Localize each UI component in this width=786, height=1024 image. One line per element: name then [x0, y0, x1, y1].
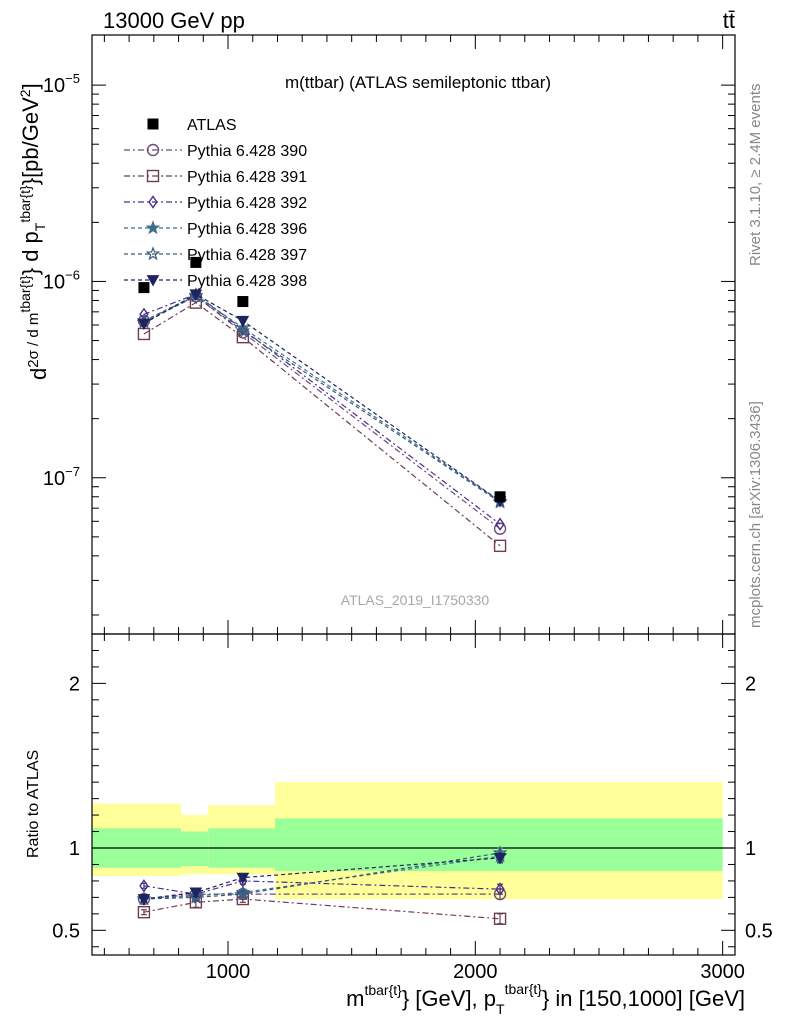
ratio-series-line [143, 893, 501, 900]
ratio-y-tick-label-right: 0.5 [745, 920, 773, 942]
legend-label: Pythia 6.428 392 [187, 195, 307, 212]
legend-label: Pythia 6.428 398 [187, 273, 307, 290]
y-label-unit: }[pb/GeV [18, 97, 43, 185]
x-label-tail: } in [150,1000] [GeV] [542, 986, 745, 1011]
rivet-label: Rivet 3.1.10, ≥ 2.4M events [747, 84, 764, 267]
y-tick-exp: −6 [65, 267, 80, 282]
legend-label: Pythia 6.428 397 [187, 247, 307, 264]
y-tick-label: 10−7 [43, 464, 80, 490]
main-series-group [136, 256, 508, 553]
legend-marker [145, 220, 161, 235]
ratio-series-line [143, 898, 501, 920]
y-axis-label-ratio: Ratio to ATLAS [25, 750, 42, 858]
x-label-mid: } [GeV], p [402, 986, 496, 1011]
main-series-point [493, 522, 507, 535]
x-tick-label: 2000 [453, 961, 498, 983]
ratio-y-tick-label-right: 1 [745, 838, 756, 860]
ratio-band-inner [181, 831, 209, 867]
mcplots-label: mcplots.cern.ch [arXiv:1306.3436] [747, 401, 764, 628]
legend-marker [148, 195, 158, 209]
ratio-series-group [136, 845, 508, 925]
analysis-label: ATLAS_2019_I1750330 [341, 592, 490, 608]
data-point [138, 282, 150, 294]
y-tick-label: 10−6 [43, 267, 80, 293]
main-series-point [236, 330, 250, 344]
y-axis-label-main: d2σ / d mtbar{t}} d pTtbar{t}}[pb/GeV2] [17, 83, 51, 380]
y-tick-exp: −5 [65, 71, 80, 86]
x-label-sup1: tbar{t} [364, 982, 402, 998]
main-series-line [143, 295, 501, 530]
y-label-d: d [26, 368, 51, 380]
main-series-point [236, 315, 250, 328]
data-point [237, 296, 249, 308]
data-point [190, 256, 202, 268]
ratio-y-tick-label: 0.5 [52, 920, 80, 942]
y-label-close: ] [18, 83, 43, 89]
legend-marker [146, 169, 160, 183]
ratio-series-point [235, 886, 251, 901]
legend-label: Pythia 6.428 396 [187, 221, 307, 238]
ratio-frame: 0.5 0.5 1 1 2 2 1000 2000 3000 [52, 633, 773, 983]
y-label-sup2: tbar{t} [17, 185, 33, 223]
x-label-main: m [346, 986, 364, 1011]
main-series-line [143, 294, 501, 502]
legend-marker [146, 275, 160, 287]
y-label-dp: } d p [18, 231, 43, 275]
main-series-point [235, 323, 251, 338]
y-tick-label: 10−5 [43, 71, 80, 97]
main-frame: 10−710−610−5 [43, 34, 736, 635]
header-left: 13000 GeV pp [103, 8, 245, 33]
ratio-series-point [188, 889, 204, 904]
legend-label: Pythia 6.428 390 [187, 143, 307, 160]
ratio-y-tick-label: 2 [69, 673, 80, 695]
y-label-sigma: 2σ / d m [25, 313, 42, 368]
ratio-series-point [495, 882, 505, 896]
y-tick-base: 10 [43, 75, 65, 97]
ratio-series-point [137, 894, 151, 906]
x-label-sup2: tbar{t} [505, 981, 543, 997]
ratio-series-point [493, 852, 507, 865]
y-label-sub: T [32, 222, 48, 231]
main-series-line [143, 293, 501, 502]
x-tick-label: 3000 [700, 961, 745, 983]
ratio-series-point [493, 912, 507, 925]
ratio-series-point [137, 906, 151, 919]
data-point [494, 491, 506, 503]
legend: ATLAS Pythia 6.428 390 Pythia 6.428 391 Pyt… [124, 117, 307, 290]
ratio-series-point [236, 872, 250, 885]
ratio-y-tick-label: 1 [69, 838, 80, 860]
ratio-series-point [189, 887, 203, 899]
ratio-y-tick-label-right: 2 [745, 673, 756, 695]
y-label-unit-sup: 2 [17, 89, 33, 97]
main-series-line [143, 301, 501, 547]
x-label-sub: T [496, 1001, 505, 1017]
y-label-sup1: tbar{t} [17, 275, 33, 313]
main-series-point [495, 517, 505, 531]
y-tick-exp: −7 [65, 464, 80, 479]
main-series-point [137, 318, 151, 331]
main-series-line [143, 293, 501, 525]
y-tick-base: 10 [43, 271, 65, 293]
ratio-bands [92, 782, 735, 900]
legend-marker-data [147, 118, 159, 130]
main-series-line [143, 295, 501, 503]
y-tick-base: 10 [43, 468, 65, 490]
x-axis-label: mtbar{t}} [GeV], pTtbar{t}} in [150,1000… [346, 981, 745, 1017]
main-series-point [493, 539, 507, 553]
legend-label: Pythia 6.428 391 [187, 169, 307, 186]
ratio-frame-border [91, 633, 736, 956]
legend-label-data: ATLAS [187, 117, 237, 134]
main-series-point [189, 289, 203, 301]
legend-marker [145, 246, 161, 261]
x-tick-label: 1000 [206, 961, 251, 983]
legend-marker [146, 143, 160, 157]
chart-title: m(ttbar) (ATLAS semileptonic ttbar) [285, 73, 551, 92]
header-right: tt̄ [723, 8, 735, 33]
